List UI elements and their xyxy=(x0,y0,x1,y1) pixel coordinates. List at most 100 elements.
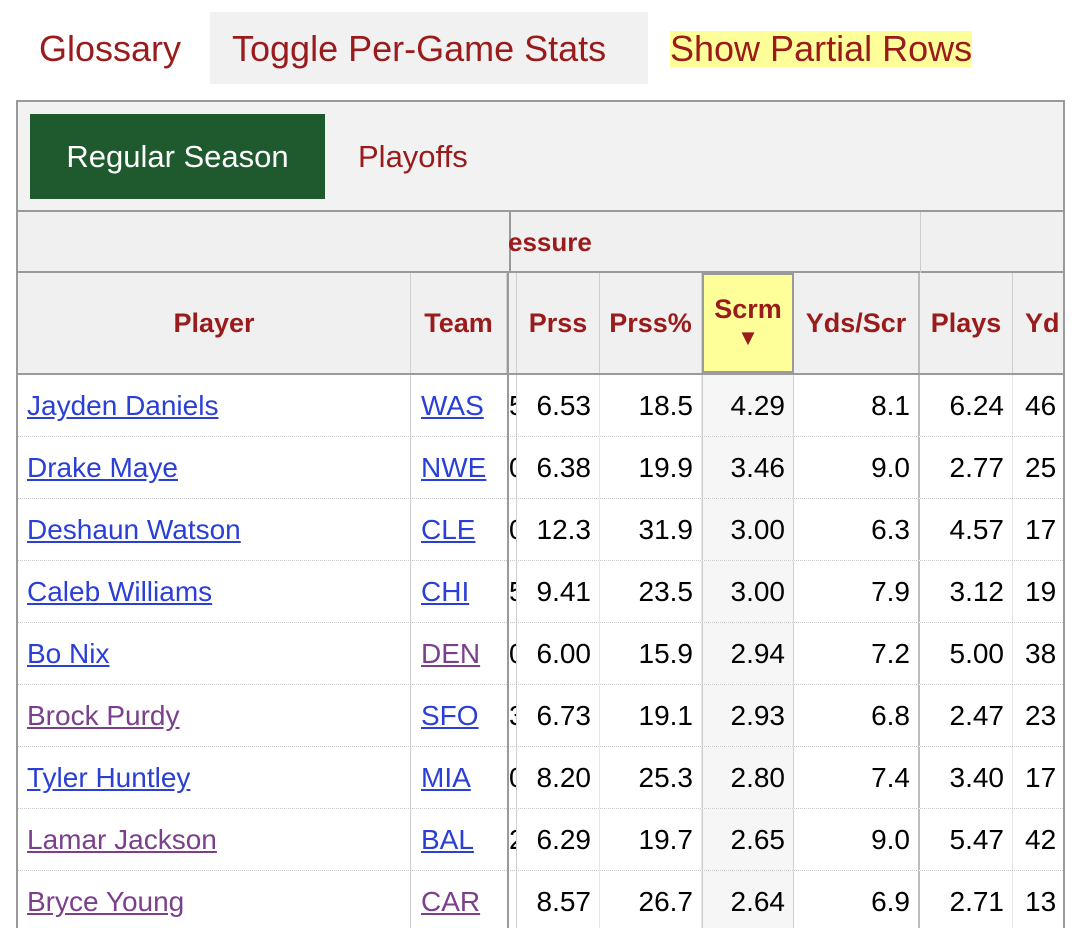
glossary-link[interactable]: Glossary xyxy=(39,28,182,69)
frozen-column-edge xyxy=(507,499,509,561)
scrm-cell: 4.29 xyxy=(702,375,794,436)
table-row: Bryce Young CAR 8.57 26.7 2.64 6.9 2.71 13 xyxy=(18,871,1063,928)
player-cell: Deshaun Watson xyxy=(18,499,411,560)
scrm-cell: 2.64 xyxy=(702,871,794,928)
team-link[interactable]: WAS xyxy=(421,390,484,421)
plays-cell: 2.47 xyxy=(920,685,1013,746)
team-cell: DEN xyxy=(411,623,507,684)
plays-cell: 5.47 xyxy=(920,809,1013,870)
toggle-per-game-label[interactable]: Toggle Per-Game Stats xyxy=(232,28,607,69)
prss-pct-cell: 19.1 xyxy=(600,685,702,746)
player-link[interactable]: Drake Maye xyxy=(27,452,178,483)
frozen-column-edge xyxy=(507,747,509,809)
over-header-pressure: essure xyxy=(508,227,592,257)
toggle-per-game-button[interactable] xyxy=(210,12,648,84)
prss-pct-cell: 18.5 xyxy=(600,375,702,436)
stub-cell: 0 xyxy=(509,499,517,560)
col-header-prss[interactable]: Prss xyxy=(517,273,600,373)
tab-playoffs[interactable]: Playoffs xyxy=(358,139,468,174)
plays-cell: 2.71 xyxy=(920,871,1013,928)
player-cell: Brock Purdy xyxy=(18,685,411,746)
col-header-plays[interactable]: Plays xyxy=(920,273,1013,373)
prss-pct-cell: 23.5 xyxy=(600,561,702,622)
show-partial-rows-link[interactable]: Show Partial Rows xyxy=(670,28,973,69)
player-link[interactable]: Lamar Jackson xyxy=(27,824,217,855)
team-link[interactable]: NWE xyxy=(421,452,487,483)
prss-cell: 6.73 xyxy=(517,685,600,746)
plays-cell: 5.00 xyxy=(920,623,1013,684)
player-link[interactable]: Jayden Daniels xyxy=(27,390,219,421)
over-header-row: essure xyxy=(18,212,1063,273)
player-cell: Tyler Huntley xyxy=(18,747,411,808)
yds-scr-cell: 6.9 xyxy=(794,871,920,928)
team-link[interactable]: SFO xyxy=(421,700,479,731)
team-link[interactable]: MIA xyxy=(421,762,471,793)
prss-pct-cell: 15.9 xyxy=(600,623,702,684)
yd-cell: 42 xyxy=(1025,824,1057,855)
col-header-player[interactable]: Player xyxy=(18,273,411,373)
frozen-column-edge xyxy=(507,809,509,871)
scrm-cell: 2.80 xyxy=(702,747,794,808)
scrm-cell: 3.00 xyxy=(702,561,794,622)
stats-table-container: Regular Season Playoffs essure Player Te… xyxy=(16,100,1065,928)
stub-cell: 5 xyxy=(509,561,517,622)
prss-cell: 9.41 xyxy=(517,561,600,622)
frozen-column-edge xyxy=(507,623,509,685)
team-link[interactable]: CHI xyxy=(421,576,470,607)
yd-cell: 38 xyxy=(1025,638,1057,669)
col-header-prss-pct[interactable]: Prss% xyxy=(600,273,702,373)
player-link[interactable]: Bryce Young xyxy=(27,886,185,917)
stub-cell: 0 xyxy=(509,437,517,498)
yds-scr-cell: 6.3 xyxy=(794,499,920,560)
scrm-cell: 2.65 xyxy=(702,809,794,870)
yds-scr-cell: 6.8 xyxy=(794,685,920,746)
yd-cell: 13 xyxy=(1025,886,1057,917)
team-link[interactable]: CLE xyxy=(421,514,476,545)
team-link[interactable]: CAR xyxy=(421,886,481,917)
frozen-column-edge xyxy=(507,375,509,437)
player-cell: Caleb Williams xyxy=(18,561,411,622)
yds-scr-cell: 7.9 xyxy=(794,561,920,622)
prss-cell: 6.53 xyxy=(517,375,600,436)
over-header-divider xyxy=(509,212,511,273)
col-header-team[interactable]: Team xyxy=(411,273,507,373)
table-row: Deshaun Watson CLE 012.331.93.006.34.57 17 xyxy=(18,499,1063,561)
scrm-cell: 2.93 xyxy=(702,685,794,746)
player-link[interactable]: Tyler Huntley xyxy=(27,762,191,793)
col-header-scrm[interactable]: Scrm ▼ xyxy=(702,273,794,373)
prss-cell: 6.29 xyxy=(517,809,600,870)
scrm-cell: 2.94 xyxy=(702,623,794,684)
scrm-cell: 3.00 xyxy=(702,499,794,560)
team-cell: SFO xyxy=(411,685,507,746)
col-header-yd[interactable]: Yd xyxy=(1025,307,1060,338)
tab-regular-season[interactable]: Regular Season xyxy=(30,114,325,199)
stub-cell: 0 xyxy=(509,747,517,808)
player-link[interactable]: Caleb Williams xyxy=(27,576,213,607)
player-link[interactable]: Brock Purdy xyxy=(27,700,180,731)
team-cell: NWE xyxy=(411,437,507,498)
team-cell: WAS xyxy=(411,375,507,436)
player-cell: Bo Nix xyxy=(18,623,411,684)
prss-cell: 6.38 xyxy=(517,437,600,498)
team-link[interactable]: BAL xyxy=(421,824,474,855)
player-link[interactable]: Deshaun Watson xyxy=(27,514,241,545)
yd-cell: 19 xyxy=(1025,576,1057,607)
col-header-stub xyxy=(509,273,517,373)
team-cell: BAL xyxy=(411,809,507,870)
prss-cell: 6.00 xyxy=(517,623,600,684)
frozen-column-edge xyxy=(507,561,509,623)
plays-cell: 3.12 xyxy=(920,561,1013,622)
player-link[interactable]: Bo Nix xyxy=(27,638,110,669)
yds-scr-cell: 7.4 xyxy=(794,747,920,808)
team-link[interactable]: DEN xyxy=(421,638,481,669)
stub-cell xyxy=(509,871,517,928)
table-header-row: Player Team Prss Prss% Scrm ▼ Yds/Scr Pl… xyxy=(18,273,1063,375)
plays-cell: 3.40 xyxy=(920,747,1013,808)
sort-descending-icon: ▼ xyxy=(737,325,759,350)
prss-pct-cell: 31.9 xyxy=(600,499,702,560)
col-header-yds-scr[interactable]: Yds/Scr xyxy=(794,273,920,373)
